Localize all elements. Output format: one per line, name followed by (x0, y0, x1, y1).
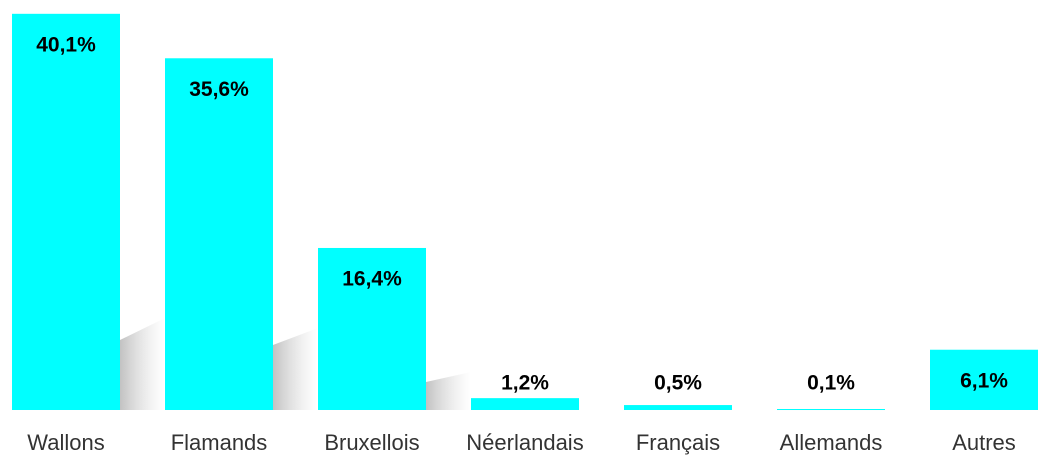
value-label: 0,5% (654, 372, 702, 395)
bar (777, 409, 885, 411)
bar (624, 405, 732, 410)
bar (12, 13, 120, 410)
x-tick-label: Allemands (780, 430, 883, 455)
value-label: 1,2% (501, 372, 549, 395)
value-label: 6,1% (960, 369, 1008, 392)
x-tick-label: Français (636, 430, 720, 455)
x-tick-label: Autres (952, 430, 1016, 455)
value-label: 0,1% (807, 372, 855, 395)
x-tick-label: Wallons (27, 430, 104, 455)
x-tick-label: Flamands (171, 430, 268, 455)
x-tick-label: Bruxellois (324, 430, 419, 455)
value-label: 35,6% (189, 78, 249, 101)
bar (471, 398, 579, 410)
bar (318, 247, 426, 410)
value-label: 40,1% (36, 33, 96, 56)
shadows (120, 318, 471, 410)
x-tick-label: Néerlandais (466, 430, 583, 455)
bar (165, 58, 273, 410)
bar (930, 349, 1038, 410)
value-label: 16,4% (342, 268, 402, 291)
